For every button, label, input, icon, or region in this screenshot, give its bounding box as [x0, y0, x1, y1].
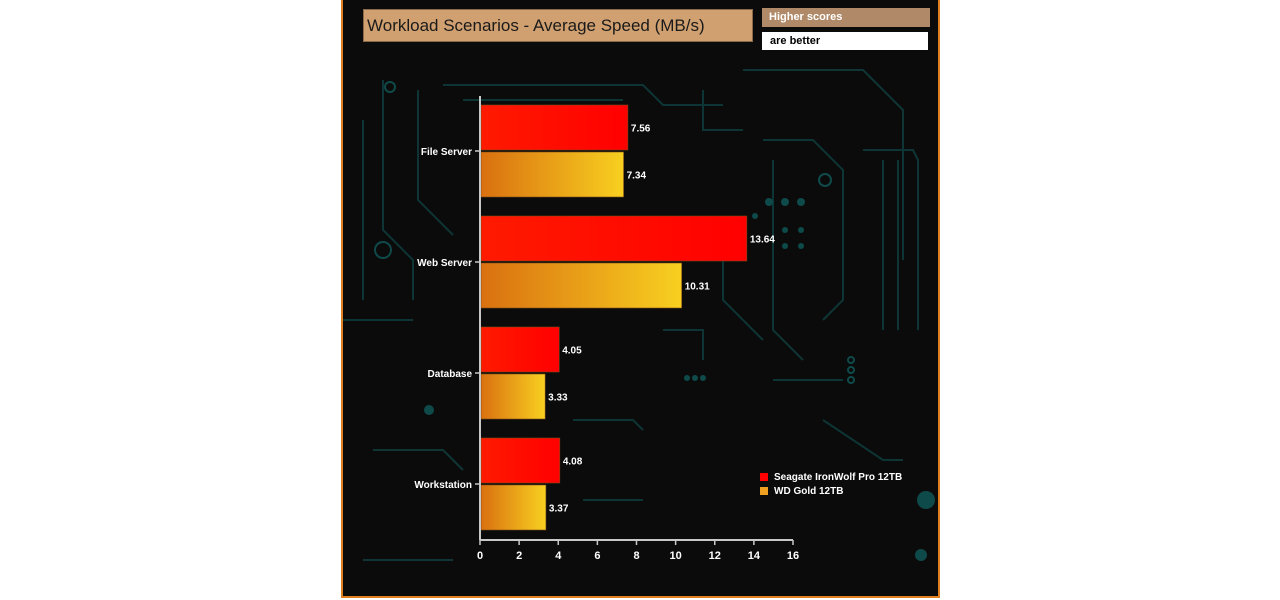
data-label: 7.34 — [627, 171, 647, 182]
x-tick-label: 10 — [670, 550, 682, 562]
category-label: Web Server — [417, 258, 472, 269]
x-tick-label: 12 — [709, 550, 721, 562]
note-are-better: are better — [762, 32, 928, 50]
x-tick-label: 6 — [594, 550, 600, 562]
legend-swatch-seagate — [760, 473, 768, 481]
bar-chart: 7.56 7.34 File Server 13.64 10.31 Web Server 4… — [414, 96, 799, 562]
legend: Seagate IronWolf Pro 12TB WD Gold 12TB — [760, 470, 902, 498]
legend-item-seagate: Seagate IronWolf Pro 12TB — [760, 470, 902, 484]
data-label: 10.31 — [685, 282, 710, 293]
data-label: 13.64 — [750, 235, 775, 246]
bar-workstation-series-1 — [480, 484, 547, 531]
legend-label-seagate: Seagate IronWolf Pro 12TB — [774, 471, 903, 483]
note-higher-scores: Higher scores — [762, 8, 930, 27]
data-label: 3.33 — [548, 393, 568, 404]
x-tick-label: 2 — [516, 550, 522, 562]
bar-file-server-series-1 — [480, 151, 624, 198]
x-tick-label: 14 — [748, 550, 761, 562]
chart-title: Workload Scenarios - Average Speed (MB/s… — [363, 9, 753, 42]
bar-database-series-1 — [480, 373, 546, 420]
x-tick-label: 4 — [555, 550, 562, 562]
bar-file-server-series-0 — [480, 104, 629, 151]
data-label: 7.56 — [631, 124, 651, 135]
data-label: 4.05 — [562, 346, 582, 357]
x-tick-label: 16 — [787, 550, 799, 562]
data-label: 4.08 — [563, 457, 583, 468]
bar-web-server-series-1 — [480, 262, 682, 309]
category-label: Database — [428, 369, 473, 380]
x-tick-label: 8 — [633, 550, 639, 562]
bar-web-server-series-0 — [480, 215, 748, 262]
x-tick-label: 0 — [477, 550, 483, 562]
bar-database-series-0 — [480, 326, 560, 373]
chart-panel: Workload Scenarios - Average Speed (MB/s… — [341, 0, 940, 598]
data-label: 3.37 — [549, 504, 569, 515]
legend-item-wd-gold: WD Gold 12TB — [760, 484, 902, 498]
category-label: Workstation — [414, 480, 472, 491]
legend-label-wd-gold: WD Gold 12TB — [774, 485, 844, 497]
bar-workstation-series-0 — [480, 437, 561, 484]
category-label: File Server — [421, 147, 472, 158]
circuit-board-background — [343, 69, 935, 561]
legend-swatch-wd-gold — [760, 487, 768, 495]
